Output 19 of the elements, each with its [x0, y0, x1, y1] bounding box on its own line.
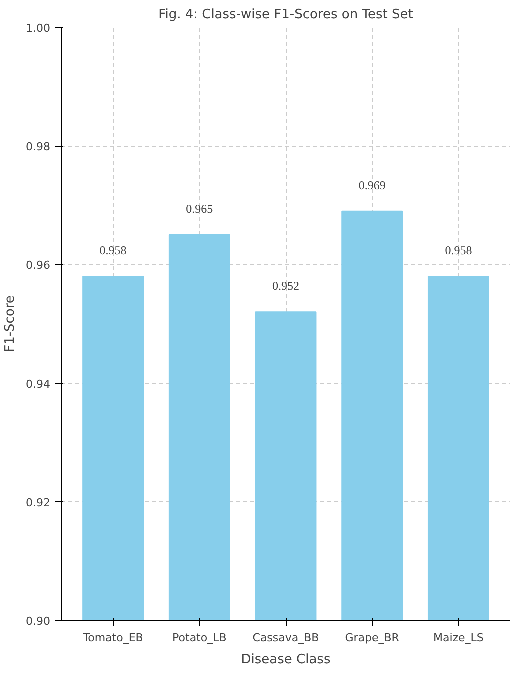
y-tick-label: 1.00	[26, 22, 51, 35]
x-tick-label: Potato_LB	[172, 632, 227, 644]
y-tick-label: 0.92	[26, 496, 51, 510]
data-label: 0.958	[100, 244, 127, 258]
x-tick-label: Grape_BR	[345, 632, 400, 644]
data-label: 0.965	[186, 202, 214, 216]
data-label: 0.969	[358, 178, 386, 192]
y-axis-title: F1-Score	[3, 296, 18, 352]
data-label: 0.958	[445, 244, 472, 258]
y-tick-label: 0.96	[26, 259, 51, 272]
x-axis-title: Disease Class	[241, 652, 331, 668]
y-tick-label: 0.98	[26, 140, 51, 154]
x-tick-label: Cassava_BB	[252, 632, 320, 644]
x-tick-label: Maize_LS	[433, 632, 484, 644]
data-label: 0.952	[272, 279, 300, 294]
x-tick-label: Tomato_EB	[82, 632, 144, 644]
y-tick-label: 0.94	[26, 378, 51, 391]
chart-title: Fig. 4: Class-wise F1-Scores on Test Set	[158, 8, 414, 22]
y-tick-label: 0.90	[26, 615, 51, 628]
